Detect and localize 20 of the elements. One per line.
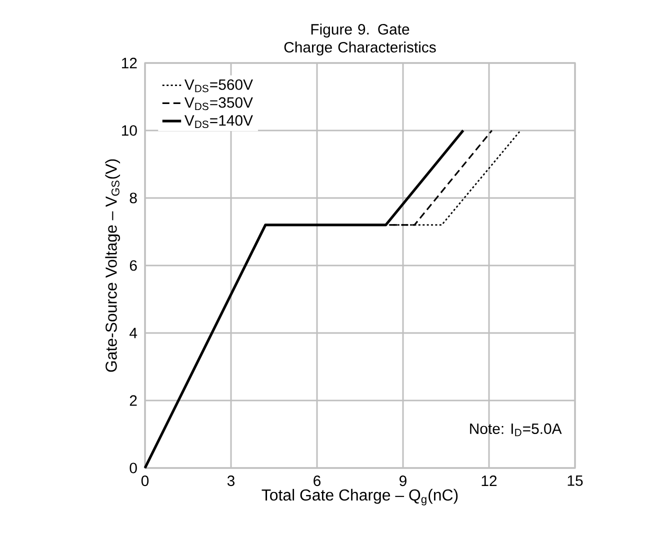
- y-tick-label: 10: [122, 125, 137, 136]
- chart-title: Figure 9. Gate Charge Characteristics: [284, 24, 436, 56]
- x-tick-label: 6: [314, 476, 321, 486]
- y-tick-label: 0: [130, 462, 137, 474]
- x-axis-title: Total Gate Charge – Q$_{g}$(nC): [262, 488, 458, 506]
- y-tick-label: 6: [130, 260, 137, 271]
- y-tick-label: 2: [130, 395, 137, 406]
- legend-label: V$_{DS}$=140V: [184, 115, 253, 128]
- x-tick-label: 3: [227, 476, 235, 486]
- x-tick-label: 15: [568, 476, 583, 486]
- y-tick-label: 4: [130, 328, 138, 338]
- x-tick-label: 9: [400, 476, 406, 486]
- annotation: Note: I$_{D}$=5.0A: [470, 423, 562, 436]
- y-tick-label: 12: [122, 58, 137, 68]
- y-tick-label: 8: [130, 192, 137, 204]
- legend-label: V$_{DS}$=350V: [184, 97, 253, 110]
- x-tick-label: 12: [482, 476, 497, 486]
- legend-label: V$_{DS}$=560V: [184, 79, 253, 92]
- x-tick-label: 0: [141, 476, 149, 486]
- y-axis-title: Gate-Source Voltage – V$_{GS}$(V): [105, 159, 120, 372]
